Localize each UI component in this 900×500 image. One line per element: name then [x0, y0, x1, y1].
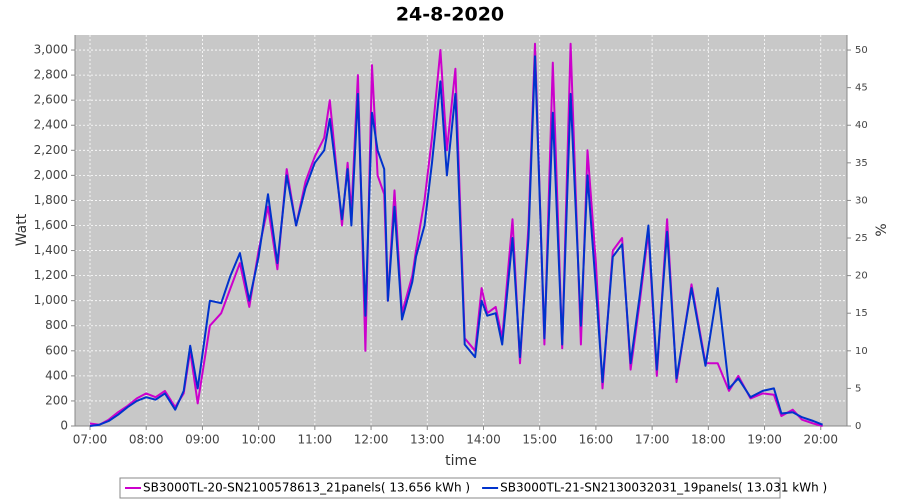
y-tick-label: 1,600: [34, 218, 68, 232]
series-line: [89, 55, 823, 427]
x-tick-label: 16:00: [579, 433, 614, 447]
x-tick-label: 14:00: [466, 433, 501, 447]
x-axis-label: time: [445, 453, 477, 469]
x-tick-label: 07:00: [73, 433, 108, 447]
y-tick-label: 600: [45, 343, 68, 357]
y-tick-label: 1,400: [34, 243, 68, 257]
legend: [119, 477, 781, 499]
x-tick-label: 13:00: [410, 433, 445, 447]
y-tick-label: 2,600: [34, 93, 68, 107]
x-tick-label: 08:00: [129, 433, 164, 447]
x-tick-label: 10:00: [241, 433, 276, 447]
y-tick-label: 2,800: [34, 68, 68, 82]
y2-tick-label: 45: [855, 83, 868, 94]
x-tick-label: 15:00: [522, 433, 557, 447]
y-tick-label: 2,400: [34, 118, 68, 132]
y-tick-label: 400: [45, 368, 68, 382]
y2-tick-label: 5: [855, 383, 861, 394]
y2-tick-label: 15: [855, 308, 868, 319]
legend-label: SB3000TL-20-SN2100578613_21panels( 13.65…: [143, 481, 470, 495]
x-tick-label: 18:00: [691, 433, 726, 447]
y2-tick-label: 50: [855, 45, 868, 56]
y-axis-label: Watt: [14, 213, 30, 246]
x-tick-label: 19:00: [747, 433, 782, 447]
y-tick-label: 3,000: [34, 43, 68, 57]
y-tick-label: 800: [45, 318, 68, 332]
y2-tick-label: 25: [855, 233, 868, 244]
y2-tick-label: 40: [855, 120, 868, 131]
x-tick-label: 12:00: [354, 433, 389, 447]
y-tick-label: 0: [60, 419, 68, 433]
y-tick-label: 2,000: [34, 168, 68, 182]
legend-label: SB3000TL-21-SN2130032031_19panels( 13.03…: [500, 481, 827, 495]
y-tick-label: 1,200: [34, 268, 68, 282]
y-tick-label: 200: [45, 393, 68, 407]
y2-tick-label: 35: [855, 158, 868, 169]
y-tick-label: 2,200: [34, 143, 68, 157]
y2-tick-label: 30: [855, 195, 868, 206]
y2-tick-label: 10: [855, 346, 868, 357]
x-tick-label: 09:00: [185, 433, 220, 447]
chart-title: 24-8-2020: [396, 4, 504, 26]
y2-tick-label: 0: [855, 421, 861, 432]
y-tick-label: 1,800: [34, 193, 68, 207]
x-tick-label: 11:00: [298, 433, 333, 447]
x-tick-label: 20:00: [803, 433, 838, 447]
y-tick-label: 1,000: [34, 293, 68, 307]
y2-axis-label: %: [874, 223, 890, 236]
x-tick-label: 17:00: [635, 433, 670, 447]
y2-tick-label: 20: [855, 271, 868, 282]
